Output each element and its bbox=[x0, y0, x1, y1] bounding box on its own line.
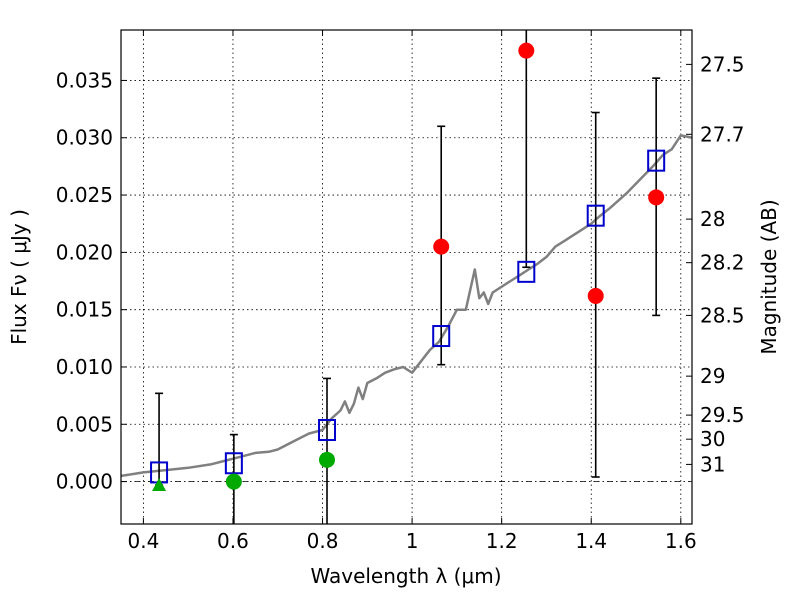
y-tick-label: 0.030 bbox=[56, 126, 113, 150]
x-tick-label: 0.4 bbox=[127, 529, 159, 553]
spectrum-series bbox=[121, 134, 692, 478]
red-detection-point bbox=[648, 189, 665, 206]
right-tick-label: 27.7 bbox=[700, 122, 745, 146]
y-tick-label: 0.020 bbox=[56, 240, 113, 264]
spectrum-line bbox=[121, 134, 692, 478]
right-tick-label: 27.5 bbox=[700, 52, 745, 76]
right-tick-label: 31 bbox=[700, 452, 725, 476]
right-tick-label: 28 bbox=[700, 207, 725, 231]
x-axis-label: Wavelength λ (μm) bbox=[310, 564, 501, 588]
model-square-point bbox=[586, 204, 605, 227]
x-tick-labels: 0.4 0.6 0.8 1 1.2 1.4 1.6 bbox=[127, 529, 696, 553]
grid bbox=[121, 30, 692, 524]
model-square-point bbox=[517, 260, 536, 283]
green-triangle-point bbox=[152, 478, 167, 492]
model-square-point bbox=[224, 452, 243, 475]
x-tick-label: 1.2 bbox=[486, 529, 518, 553]
x-tick-label: 1 bbox=[406, 529, 419, 553]
x-tick-label: 0.6 bbox=[217, 529, 249, 553]
y-axis-label: Flux Fν ( μJy ) bbox=[7, 209, 31, 345]
red-detection-point bbox=[433, 238, 450, 255]
y-tick-label: 0.025 bbox=[56, 183, 113, 207]
y-tick-label: 0.000 bbox=[56, 470, 113, 494]
y-tick-label: 0.015 bbox=[56, 298, 113, 322]
y-tick-label: 0.005 bbox=[56, 412, 113, 436]
y-tick-labels: 0.000 0.005 0.010 0.015 0.020 0.025 0.030 0.035 bbox=[56, 68, 113, 493]
red-detection-point bbox=[518, 42, 535, 59]
x-tick-label: 1.6 bbox=[665, 529, 697, 553]
y-tick-label: 0.010 bbox=[56, 355, 113, 379]
right-tick-label: 28.2 bbox=[700, 251, 745, 275]
error-bars bbox=[155, 30, 661, 524]
model-square-point bbox=[432, 325, 451, 348]
right-axis-label: Magnitude (AB) bbox=[757, 199, 781, 354]
y-tick-label: 0.035 bbox=[56, 68, 113, 92]
model-square-point bbox=[318, 419, 337, 442]
right-tick-label: 29.5 bbox=[700, 403, 745, 427]
x-tick-label: 1.4 bbox=[575, 529, 607, 553]
green-detection-point bbox=[225, 473, 242, 490]
x-tick-label: 0.8 bbox=[307, 529, 339, 553]
red-detection-point bbox=[587, 287, 604, 304]
green-detection-point bbox=[319, 451, 336, 468]
model-square-point bbox=[647, 149, 666, 172]
axis-ticks bbox=[121, 30, 692, 524]
markers bbox=[150, 42, 666, 492]
plot-frame bbox=[120, 29, 693, 525]
right-tick-label: 28.5 bbox=[700, 303, 745, 327]
right-tick-label: 29 bbox=[700, 364, 725, 388]
right-tick-label: 30 bbox=[700, 427, 725, 451]
